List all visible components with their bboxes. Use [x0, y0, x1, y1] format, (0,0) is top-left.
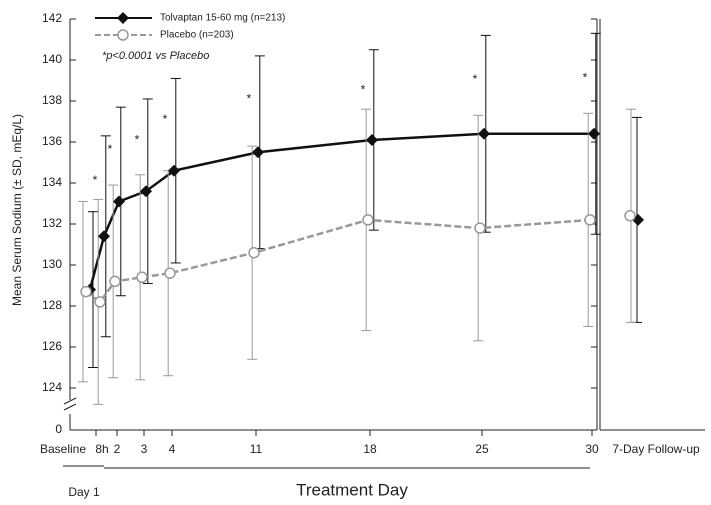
y-tick-label: 128: [42, 298, 62, 312]
y-tick-label: 130: [42, 257, 62, 271]
legend-label: Placebo (n=203): [160, 30, 234, 41]
marker: [252, 146, 264, 159]
x-tick-label: 30: [585, 442, 599, 456]
marker: [474, 222, 486, 234]
day1-label: Day 1: [68, 485, 100, 499]
significance: *: [93, 173, 98, 187]
marker: [362, 214, 374, 226]
x-tick-label: 4: [169, 442, 176, 456]
significance: *: [163, 112, 168, 126]
y-tick-label: 136: [42, 134, 62, 148]
legend-marker: [117, 12, 129, 24]
y-tick-label: 126: [42, 339, 62, 353]
significance: *: [473, 72, 478, 86]
axis-break: [63, 403, 77, 411]
significance: *: [247, 91, 252, 105]
marker: [588, 127, 600, 140]
marker: [98, 230, 110, 243]
x-tick-label: 7-Day Follow-up: [612, 442, 700, 456]
x-tick-label: 25: [475, 442, 489, 456]
marker: [366, 133, 378, 146]
marker: [80, 285, 92, 298]
marker: [113, 195, 125, 208]
x-tick-label: 8h: [95, 442, 108, 456]
y-tick-label: 134: [42, 175, 62, 189]
marker: [624, 210, 636, 222]
annotation: *p<0.0001 vs Placebo: [102, 50, 209, 62]
marker: [584, 214, 596, 226]
y-tick-label: 138: [42, 93, 62, 107]
marker: [136, 271, 148, 284]
marker: [168, 164, 180, 177]
legend-label: Tolvaptan 15-60 mg (n=213): [160, 13, 285, 24]
y-tick-label: 142: [42, 11, 62, 25]
marker: [164, 267, 176, 279]
y-tick-label: 140: [42, 52, 62, 66]
marker: [248, 246, 260, 259]
marker: [109, 275, 121, 288]
significance: *: [135, 133, 140, 147]
marker: [94, 296, 106, 308]
significance: *: [361, 83, 366, 97]
y-axis-label: Mean Serum Sodium (± SD, mEq/L): [10, 114, 24, 306]
axis-break: [63, 397, 77, 405]
series-line: [88, 132, 594, 290]
y-tick-label: 124: [42, 380, 62, 394]
marker: [140, 185, 152, 198]
significance: *: [108, 142, 113, 156]
x-tick-label: 3: [141, 442, 148, 456]
x-tick-label: 11: [250, 442, 263, 456]
y-tick-label: 0: [55, 422, 62, 436]
marker: [478, 127, 490, 140]
y-tick-label: 132: [42, 216, 62, 230]
x-tick-label: 18: [363, 442, 377, 456]
significance: *: [583, 71, 588, 85]
x-tick-label: Baseline: [40, 442, 86, 456]
x-tick-label: 2: [114, 442, 121, 456]
legend-marker: [117, 29, 129, 41]
series-line: [85, 218, 591, 304]
x-axis-label: Treatment Day: [296, 480, 408, 499]
